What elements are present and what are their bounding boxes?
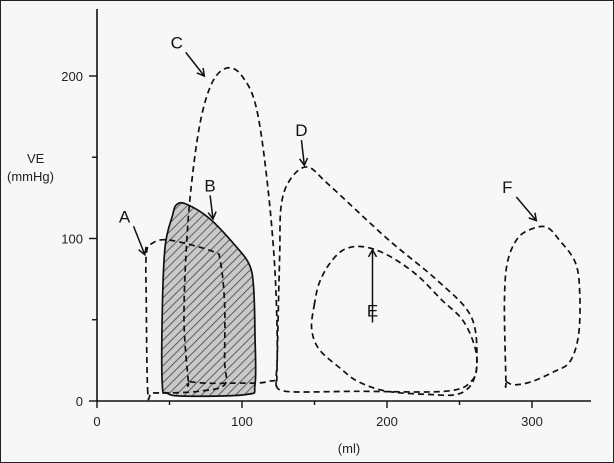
axes: 0 100 200 0 100 200 300 <box>61 9 591 429</box>
loop-d <box>275 166 478 393</box>
arrow-f <box>515 196 537 222</box>
arrow-d <box>300 140 306 166</box>
x-tick-label: 200 <box>376 414 398 429</box>
loop-b <box>160 201 257 398</box>
arrowhead-b <box>207 211 217 221</box>
arrow-a <box>132 225 146 256</box>
arrowhead-a <box>138 246 147 257</box>
loop-a <box>144 238 228 401</box>
x-tick-label: 100 <box>231 414 253 429</box>
arrowhead-f <box>528 212 538 222</box>
x-tick-label: 300 <box>521 414 543 429</box>
loop-c <box>183 66 279 387</box>
arrow-b <box>209 195 214 220</box>
arrowhead-e <box>367 248 378 258</box>
arrowhead-c <box>196 67 206 78</box>
y-axis-title-line2: (mmHg) <box>7 169 54 184</box>
label-c: C <box>171 33 183 52</box>
x-axis-title: (ml) <box>338 441 360 456</box>
y-tick-label: 0 <box>76 394 83 409</box>
loop-f <box>503 225 581 388</box>
y-tick-label: 100 <box>61 232 83 247</box>
label-f: F <box>502 178 512 197</box>
loops <box>144 66 581 401</box>
y-axis-title-line1: VE <box>27 151 45 166</box>
arrowhead-d <box>298 157 309 167</box>
label-d: D <box>295 121 307 140</box>
x-tick-label: 0 <box>93 414 100 429</box>
loop-e <box>310 245 478 397</box>
y-tick-label: 200 <box>61 69 83 84</box>
label-b: B <box>204 176 215 195</box>
arrow-c <box>185 51 205 77</box>
label-a: A <box>119 207 131 226</box>
